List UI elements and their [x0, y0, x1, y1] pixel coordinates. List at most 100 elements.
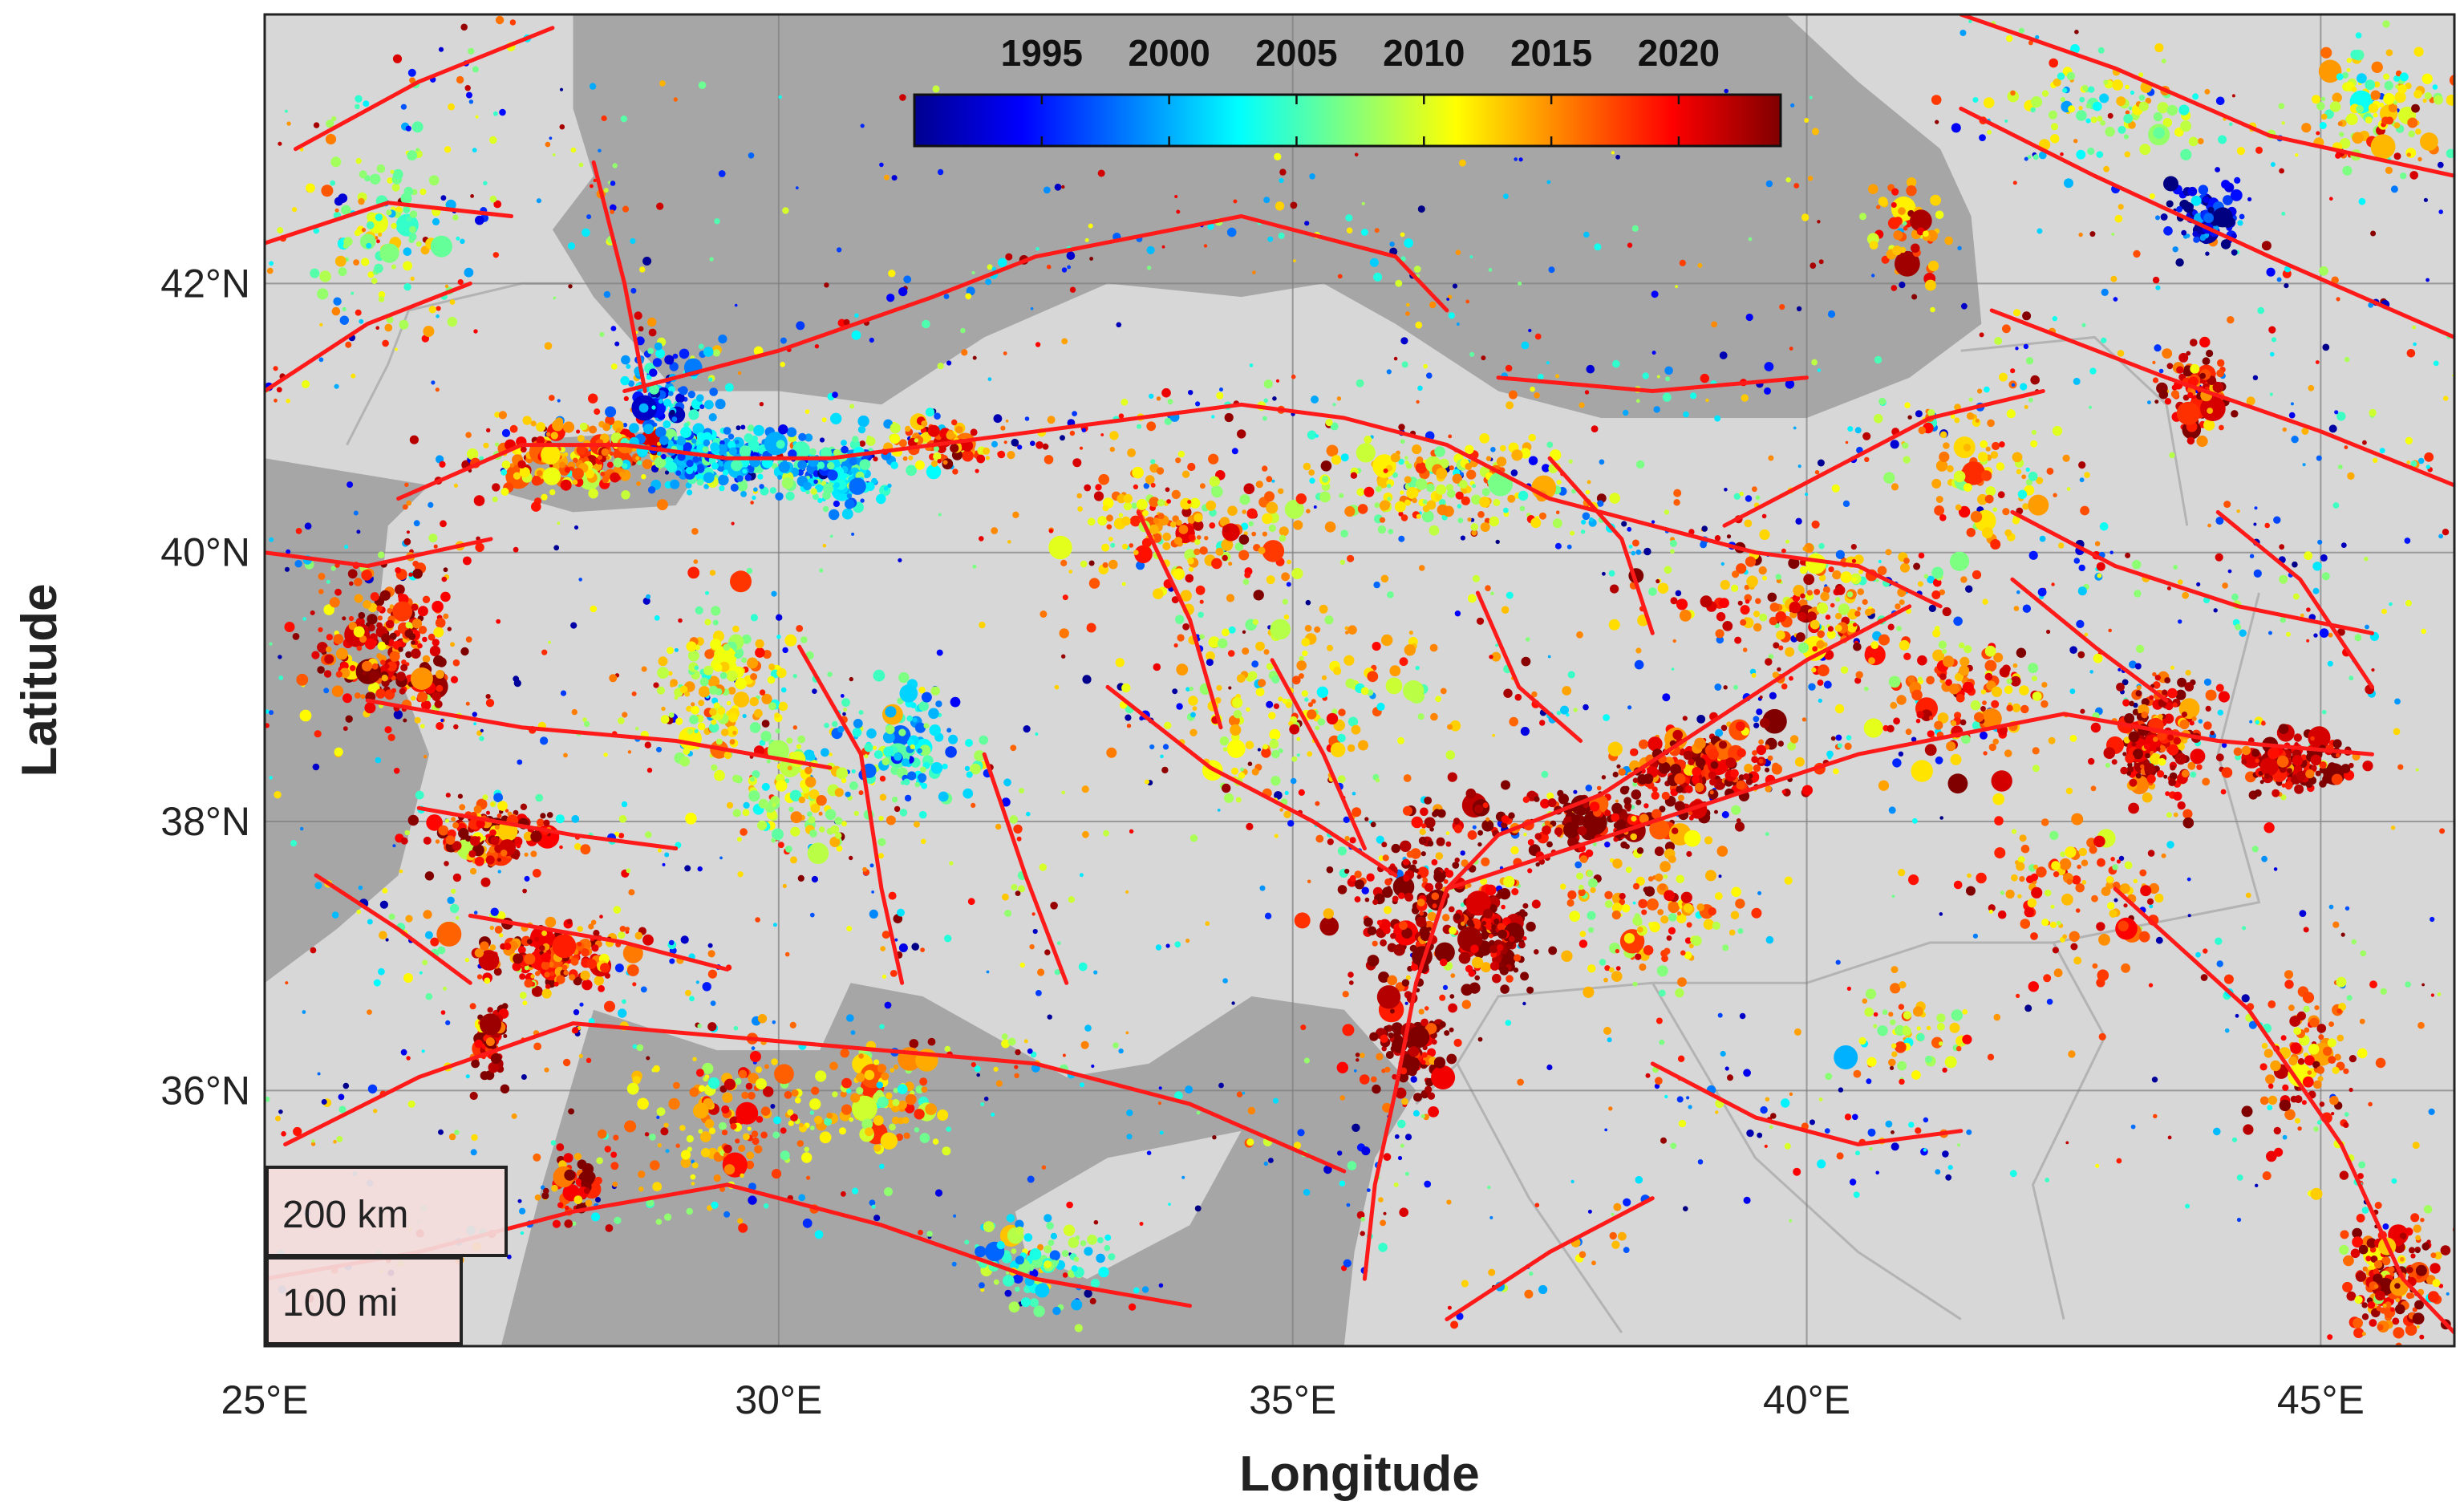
quake-point-cluster-16 [1108, 537, 1113, 542]
quake-point-cluster-15 [983, 1221, 995, 1233]
quake-point [673, 97, 678, 102]
quake-point [850, 1030, 856, 1035]
quake-point [1175, 457, 1181, 464]
quake-point [1748, 237, 1753, 241]
quake-point-cluster-12 [901, 758, 910, 767]
quake-point-cluster-10 [711, 719, 717, 725]
quake-point-cluster-13 [660, 1127, 669, 1136]
quake-point [2032, 154, 2039, 160]
quake-point [1400, 256, 1406, 262]
quake-point-cluster-2 [517, 946, 526, 955]
quake-point-cluster-0 [391, 688, 397, 693]
quake-point [1014, 1065, 1019, 1069]
quake-point [2385, 166, 2393, 174]
quake-point-cluster-0 [392, 601, 413, 622]
quake-point [877, 853, 884, 859]
quake-point [495, 15, 505, 25]
quake-point [1864, 456, 1870, 462]
quake-point-cluster-16 [1157, 513, 1165, 520]
quake-point [983, 1096, 989, 1101]
quake-point-cluster-7 [669, 409, 675, 416]
quake-point-cluster-14 [787, 1109, 794, 1116]
quake-point [2306, 607, 2311, 612]
quake-point-cluster-5 [409, 435, 419, 444]
quake-point [465, 432, 472, 438]
quake-point [2278, 103, 2285, 110]
quake-point [1571, 489, 1576, 494]
quake-point [1246, 1138, 1254, 1146]
quake-point [273, 366, 278, 371]
quake-point-cluster-7 [663, 420, 671, 428]
quake-point [285, 981, 289, 985]
quake-point [1233, 199, 1238, 204]
quake-point-cluster-1 [520, 803, 528, 810]
quake-point [991, 440, 998, 448]
quake-point [345, 341, 352, 348]
quake-point [1587, 1209, 1592, 1214]
quake-point-cluster-7 [675, 393, 685, 404]
quake-point-cluster-5 [656, 499, 668, 511]
quake-point-cluster-10 [726, 700, 732, 706]
quake-point [1393, 1182, 1399, 1187]
quake-point-cluster-0 [360, 694, 366, 700]
quake-point-cluster-16 [1258, 546, 1266, 554]
quake-point [2078, 564, 2085, 572]
quake-point-cluster-14 [849, 1117, 854, 1122]
quake-point [1874, 414, 1883, 424]
quake-point-cluster-16 [1176, 519, 1182, 526]
quake-point [571, 1221, 577, 1227]
quake-point [405, 915, 413, 923]
quake-point-cluster-10 [709, 570, 716, 576]
quake-point-cluster-13 [741, 1091, 749, 1099]
quake-point [2050, 134, 2060, 144]
quake-point [2093, 653, 2103, 663]
quake-point-cluster-13 [626, 1082, 639, 1095]
quake-point [449, 903, 460, 914]
quake-point [1859, 213, 1866, 221]
quake-point [346, 481, 354, 489]
quake-point-cluster-2 [622, 943, 643, 963]
quake-point [1398, 535, 1405, 542]
quake-point-cluster-14 [925, 1103, 937, 1115]
quake-point [2010, 368, 2016, 374]
quake-point-cluster-13 [773, 1116, 781, 1125]
quake-point [1356, 1058, 1360, 1062]
quake-point-cluster-6 [711, 462, 719, 470]
quake-point [367, 919, 373, 925]
quake-point [2270, 162, 2276, 167]
quake-point [1556, 480, 1562, 485]
quake-point-cluster-10 [661, 706, 666, 712]
quake-point [1987, 129, 1992, 135]
quake-point [1664, 509, 1670, 515]
quake-point [1242, 1091, 1246, 1095]
quake-point-cluster-15 [996, 1241, 1005, 1250]
quake-point [852, 1187, 859, 1195]
quake-point-cluster-0 [296, 673, 309, 686]
quake-point-cluster-16 [1121, 543, 1129, 550]
quake-point [1185, 1085, 1194, 1094]
quake-point [995, 823, 1002, 830]
quake-point [294, 560, 302, 568]
quake-point [1546, 1064, 1553, 1071]
quake-point-cluster-2 [566, 919, 573, 925]
quake-point [1636, 399, 1640, 404]
quake-point-cluster-12 [886, 724, 895, 735]
quake-point [400, 103, 407, 110]
quake-point [1283, 810, 1291, 818]
quake-point [2101, 337, 2107, 343]
quake-point [1068, 896, 1076, 903]
quake-point-cluster-11 [778, 842, 784, 849]
quake-point-cluster-15 [1006, 1214, 1015, 1223]
quake-point [2118, 204, 2124, 210]
quake-point [1928, 604, 1936, 613]
quake-point [976, 1073, 980, 1077]
quake-point [1397, 1155, 1403, 1161]
quake-point-cluster-15 [1080, 1240, 1087, 1247]
quake-point-cluster-16 [1077, 506, 1083, 512]
quake-point-cluster-8 [852, 436, 859, 443]
quake-point-cluster-0 [411, 619, 423, 629]
quake-point [1304, 221, 1310, 226]
map-area [265, 14, 2454, 1346]
quake-point [1167, 399, 1173, 405]
quake-point [1378, 1197, 1384, 1203]
